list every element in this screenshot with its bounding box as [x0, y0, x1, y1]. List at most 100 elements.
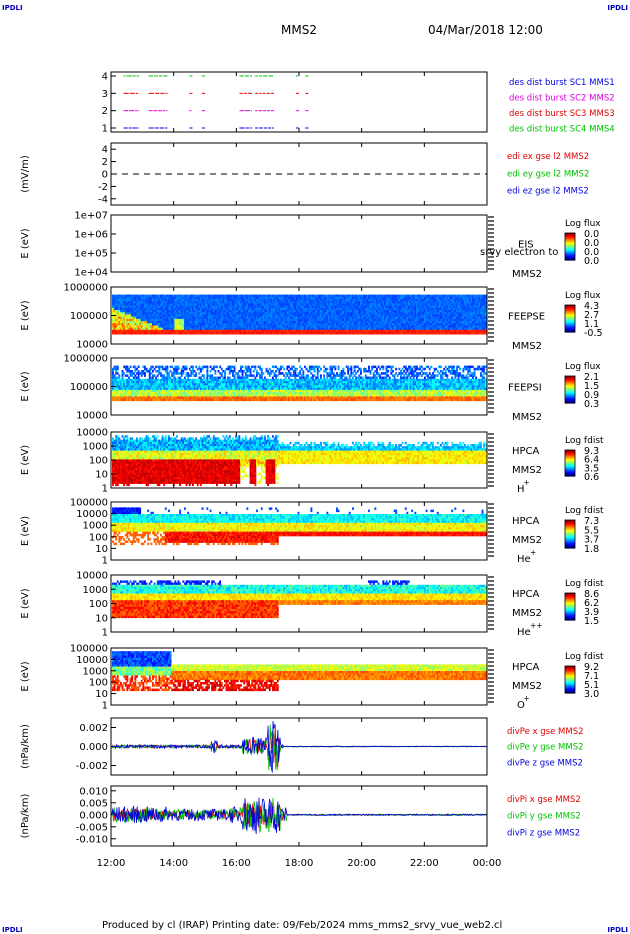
- feepse-heat-cell: [235, 314, 238, 317]
- feepse-heat-cell: [212, 305, 215, 309]
- feepse-heat-cell: [257, 327, 260, 331]
- feepse-heat-cell: [262, 294, 265, 298]
- feepse-heat-cell: [201, 310, 204, 313]
- feepse-heat-cell: [187, 318, 190, 322]
- feepse-heat-cell: [220, 332, 223, 335]
- feepse-heat-cell: [150, 318, 153, 322]
- feepse-heat-cell: [198, 296, 201, 300]
- feepse-heat-cell: [134, 325, 137, 328]
- feepse-heat-cell: [121, 327, 124, 331]
- feepse-heat-cell: [233, 316, 236, 320]
- feepse-heat-cell: [236, 318, 239, 322]
- feepse-heat-cell: [179, 296, 182, 300]
- feepse-heat-cell: [257, 314, 260, 317]
- feepsi-heat-cell: [152, 370, 154, 373]
- feepse-heat-cell: [243, 312, 246, 315]
- feepse-heat-cell: [278, 323, 281, 326]
- feepse-heat-cell: [193, 305, 196, 309]
- feepse-heat-cell: [217, 329, 220, 333]
- feepse-heat-cell: [168, 294, 170, 298]
- feepse-heat-cell: [174, 312, 177, 315]
- feepse-heat-cell: [118, 299, 121, 302]
- feepse-heat-cell: [257, 307, 260, 311]
- eis-panel-ylabel: E (eV): [20, 228, 31, 258]
- feepse-heat-cell: [230, 312, 233, 315]
- feepse-heat-cell: [161, 329, 164, 333]
- feepse-heat-cell: [148, 325, 151, 328]
- feepse-heat-cell: [276, 327, 279, 331]
- feepse-heat-cell: [216, 303, 218, 306]
- feepse-heat-cell: [201, 327, 204, 331]
- feepse-heat-cell: [278, 318, 281, 322]
- feepse-heat-cell: [169, 314, 172, 317]
- feepse-heat-cell: [168, 325, 170, 328]
- feepse-heat-cell: [126, 294, 129, 298]
- feepse-heat-cell: [204, 301, 207, 304]
- feepse-heat-cell: [484, 318, 487, 322]
- feepse-heat-cell: [206, 303, 209, 306]
- feepse-heat-cell: [254, 325, 257, 328]
- feepse-heat-cell: [272, 312, 274, 315]
- feepse-heat-cell: [145, 305, 148, 309]
- feepsi-heat-cell: [134, 374, 137, 377]
- feepse-heat-cell: [265, 307, 268, 311]
- feepse-heat-cell: [152, 310, 154, 313]
- feepsi-heat-cell: [144, 372, 146, 375]
- feepse-heat-cell: [235, 312, 238, 315]
- feepse-heat-cell: [188, 301, 191, 304]
- feepse-heat-cell: [217, 296, 220, 300]
- feepse-heat-cell: [214, 323, 217, 326]
- feepse-heat-cell: [112, 305, 114, 309]
- feepse-heat-cell: [248, 323, 250, 326]
- feepse-heat-cell: [164, 312, 167, 315]
- feepse-heat-cell: [188, 307, 191, 311]
- feepse-heat-cell: [148, 332, 151, 335]
- feepse-heat-cell: [241, 332, 244, 335]
- feepse-heat-cell: [484, 329, 487, 333]
- feepse-heat-cell: [174, 327, 177, 331]
- feepse-heat-cell: [128, 332, 130, 335]
- feepse-heat-cell: [238, 303, 241, 306]
- feepse-heat-cell: [216, 296, 218, 300]
- feepse-heat-cell: [184, 310, 186, 313]
- feepse-heat-cell: [251, 303, 254, 306]
- feepse-panel-colorbar-tick: -0.5: [584, 328, 603, 339]
- feepse-heat-cell: [188, 312, 191, 315]
- feepse-heat-cell: [260, 299, 263, 302]
- feepse-heat-cell: [232, 312, 234, 315]
- feepse-heat-cell: [273, 327, 276, 331]
- feepse-heat-cell: [222, 332, 225, 335]
- feepse-heat-cell: [163, 312, 166, 315]
- feepse-heat-cell: [185, 318, 188, 322]
- feepse-heat-cell: [252, 301, 255, 304]
- feepse-heat-cell: [139, 314, 142, 317]
- feepse-heat-cell: [168, 299, 170, 302]
- feepse-heat-cell: [161, 312, 164, 315]
- feepse-heat-cell: [150, 299, 153, 302]
- feepse-heat-cell: [190, 310, 193, 313]
- feepse-heat-cell: [113, 305, 116, 309]
- feepse-heat-cell: [160, 310, 162, 313]
- feepse-heat-cell: [259, 321, 262, 324]
- feepse-heat-cell: [243, 310, 246, 313]
- feepse-heat-cell: [139, 327, 142, 331]
- feepse-heat-cell: [113, 307, 116, 311]
- feepse-heat-cell: [113, 321, 116, 324]
- feepse-heat-cell: [214, 325, 217, 328]
- feepse-heat-cell: [265, 332, 268, 335]
- feepse-heat-cell: [251, 312, 254, 315]
- feepse-heat-cell: [225, 301, 228, 304]
- feepse-heat-cell: [116, 303, 119, 306]
- feepse-heat-cell: [163, 296, 166, 300]
- feepse-heat-cell: [262, 323, 265, 326]
- edi-panel-legend-item: edi ex gse l2 MMS2: [507, 152, 589, 162]
- feepse-heat-cell: [152, 305, 154, 309]
- feepse-heat-cell: [270, 310, 273, 313]
- feepse-heat-cell: [252, 294, 255, 298]
- feepse-heat-cell: [180, 307, 183, 311]
- feepse-heat-cell: [484, 327, 487, 331]
- feepse-heat-cell: [249, 316, 252, 320]
- feepse-heat-cell: [219, 307, 222, 311]
- feepse-heat-cell: [241, 294, 244, 298]
- feepse-heat-cell: [246, 321, 249, 324]
